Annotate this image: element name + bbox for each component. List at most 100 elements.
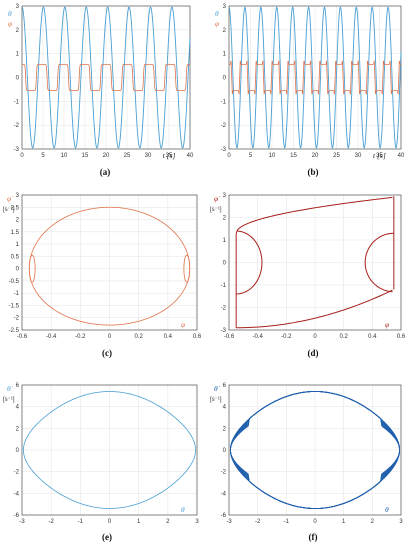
x-tick-label: 35 <box>166 153 173 159</box>
y-tick-label: 2.5 <box>11 205 20 211</box>
y-tick-label: 3 <box>16 193 20 199</box>
x-tick-label: 10 <box>269 153 276 159</box>
phase-curve-upper <box>28 206 191 269</box>
x-tick-label: -2 <box>255 519 261 525</box>
y-tick-label: -2.5 <box>9 328 20 334</box>
y-tick-label: -1 <box>221 99 227 105</box>
plot-frame <box>21 5 191 150</box>
y-tick-label: 0 <box>223 76 227 82</box>
y-tick-label: -2 <box>221 306 227 312</box>
y-tick-label: 0 <box>223 448 227 454</box>
y-tick-label: -2 <box>14 470 20 476</box>
plot-frame <box>228 384 402 516</box>
y-label: φ̇ <box>7 194 14 203</box>
y-tick-label: 0.5 <box>11 254 20 260</box>
y-tick-label: 3 <box>223 4 227 10</box>
y-tick-label: -2 <box>14 123 20 129</box>
panel-caption: (a) <box>100 167 111 177</box>
x-tick-label: 35 <box>376 153 383 159</box>
x-tick-label: 15 <box>290 153 297 159</box>
y-tick-label: 4 <box>223 405 227 411</box>
series-theta-line <box>21 6 191 149</box>
x-label: t [s] <box>163 151 176 160</box>
y-label-phi: φ <box>215 19 219 28</box>
panel-caption: (c) <box>102 348 112 358</box>
x-tick-label: 15 <box>82 153 89 159</box>
y-tick-label: -0.5 <box>9 279 20 285</box>
x-tick-label: 0.2 <box>134 334 143 340</box>
y-label: φ̇ <box>214 194 221 203</box>
y-tick-label: 1.5 <box>11 230 20 236</box>
series-theta-line <box>228 6 402 149</box>
y-label-theta: θ <box>215 9 219 18</box>
y-tick-label: 6 <box>223 383 227 389</box>
x-label: φ <box>181 320 185 329</box>
y-tick-label: 2 <box>223 426 227 432</box>
x-label: θ <box>181 505 185 514</box>
y-tick-label: -1 <box>14 99 20 105</box>
y-tick-label: 2 <box>223 216 227 222</box>
y-tick-label: 1 <box>16 52 20 58</box>
end-loop-right <box>364 232 394 293</box>
x-tick-label: 40 <box>398 153 405 159</box>
y-tick-label: 4 <box>16 405 20 411</box>
y-tick-label: -4 <box>14 491 20 497</box>
x-tick-label: 0 <box>227 153 231 159</box>
x-tick-label: 1 <box>137 519 141 525</box>
x-tick-label: 0.6 <box>193 334 202 340</box>
y-tick-label: -6 <box>221 513 227 519</box>
y-tick-label: -1.5 <box>9 303 20 309</box>
x-tick-label: -0.4 <box>252 334 263 340</box>
y-tick-label: 2 <box>223 28 227 34</box>
y-tick-label: 3 <box>223 193 227 199</box>
phase-curve-6 <box>229 391 401 509</box>
y-unit: [s⁻¹] <box>210 397 222 403</box>
x-tick-label: 5 <box>41 153 45 159</box>
plot-frame <box>228 194 402 331</box>
y-tick-label: 2 <box>16 218 20 224</box>
x-tick-label: 25 <box>124 153 131 159</box>
x-tick-label: 2 <box>166 519 170 525</box>
y-tick-label: 2 <box>16 426 20 432</box>
x-tick-label: -2 <box>48 519 54 525</box>
y-tick-label: -2 <box>221 123 227 129</box>
x-tick-label: -0.4 <box>46 334 57 340</box>
x-tick-label: -3 <box>226 519 232 525</box>
y-tick-label: 1 <box>223 52 227 58</box>
x-tick-label: -0.2 <box>75 334 86 340</box>
y-unit: [s⁻¹] <box>3 397 15 403</box>
x-tick-label: 5 <box>249 153 253 159</box>
y-tick-label: 1 <box>16 242 20 248</box>
y-tick-label: 0 <box>16 448 20 454</box>
x-tick-label: 1 <box>342 519 346 525</box>
x-tick-label: -0.6 <box>17 334 28 340</box>
y-tick-label: -1 <box>221 283 227 289</box>
x-tick-label: 30 <box>355 153 362 159</box>
end-loop-left <box>236 230 263 295</box>
series-phi-line <box>22 63 190 92</box>
y-tick-label: -3 <box>14 147 20 153</box>
plot-frame <box>228 5 402 150</box>
y-tick-label: 0 <box>223 261 227 267</box>
y-tick-label: -6 <box>14 513 20 519</box>
y-tick-label: -3 <box>221 147 227 153</box>
x-tick-label: 40 <box>187 153 194 159</box>
y-label: θ̇ <box>214 384 221 393</box>
y-tick-label: 0 <box>16 267 20 273</box>
x-tick-label: 0 <box>313 519 317 525</box>
x-tick-label: -3 <box>19 519 25 525</box>
x-label: t [s] <box>373 151 386 160</box>
phase-curve-lower <box>28 269 191 326</box>
y-unit: [s⁻¹] <box>3 207 15 213</box>
plot-frame <box>21 384 198 516</box>
x-tick-label: -1 <box>284 519 290 525</box>
chart-e: -3 -2 -1 0 1 2 3 6 4 2 0 -2 -4 -6 θ̇ [s⁻¹] θ (e) <box>3 383 199 542</box>
x-tick-label: 0 <box>20 153 24 159</box>
y-unit: [s⁻¹] <box>210 207 222 213</box>
x-tick-label: -0.2 <box>281 334 292 340</box>
x-tick-label: 0.6 <box>397 334 406 340</box>
chart-f: -3 -2 -1 0 1 2 3 6 4 2 0 -2 -4 -6 θ̇ [s⁻¹] θ (f) <box>210 383 403 542</box>
x-tick-label: 2 <box>371 519 375 525</box>
y-tick-label: 6 <box>16 383 20 389</box>
x-tick-label: 0.4 <box>368 334 377 340</box>
